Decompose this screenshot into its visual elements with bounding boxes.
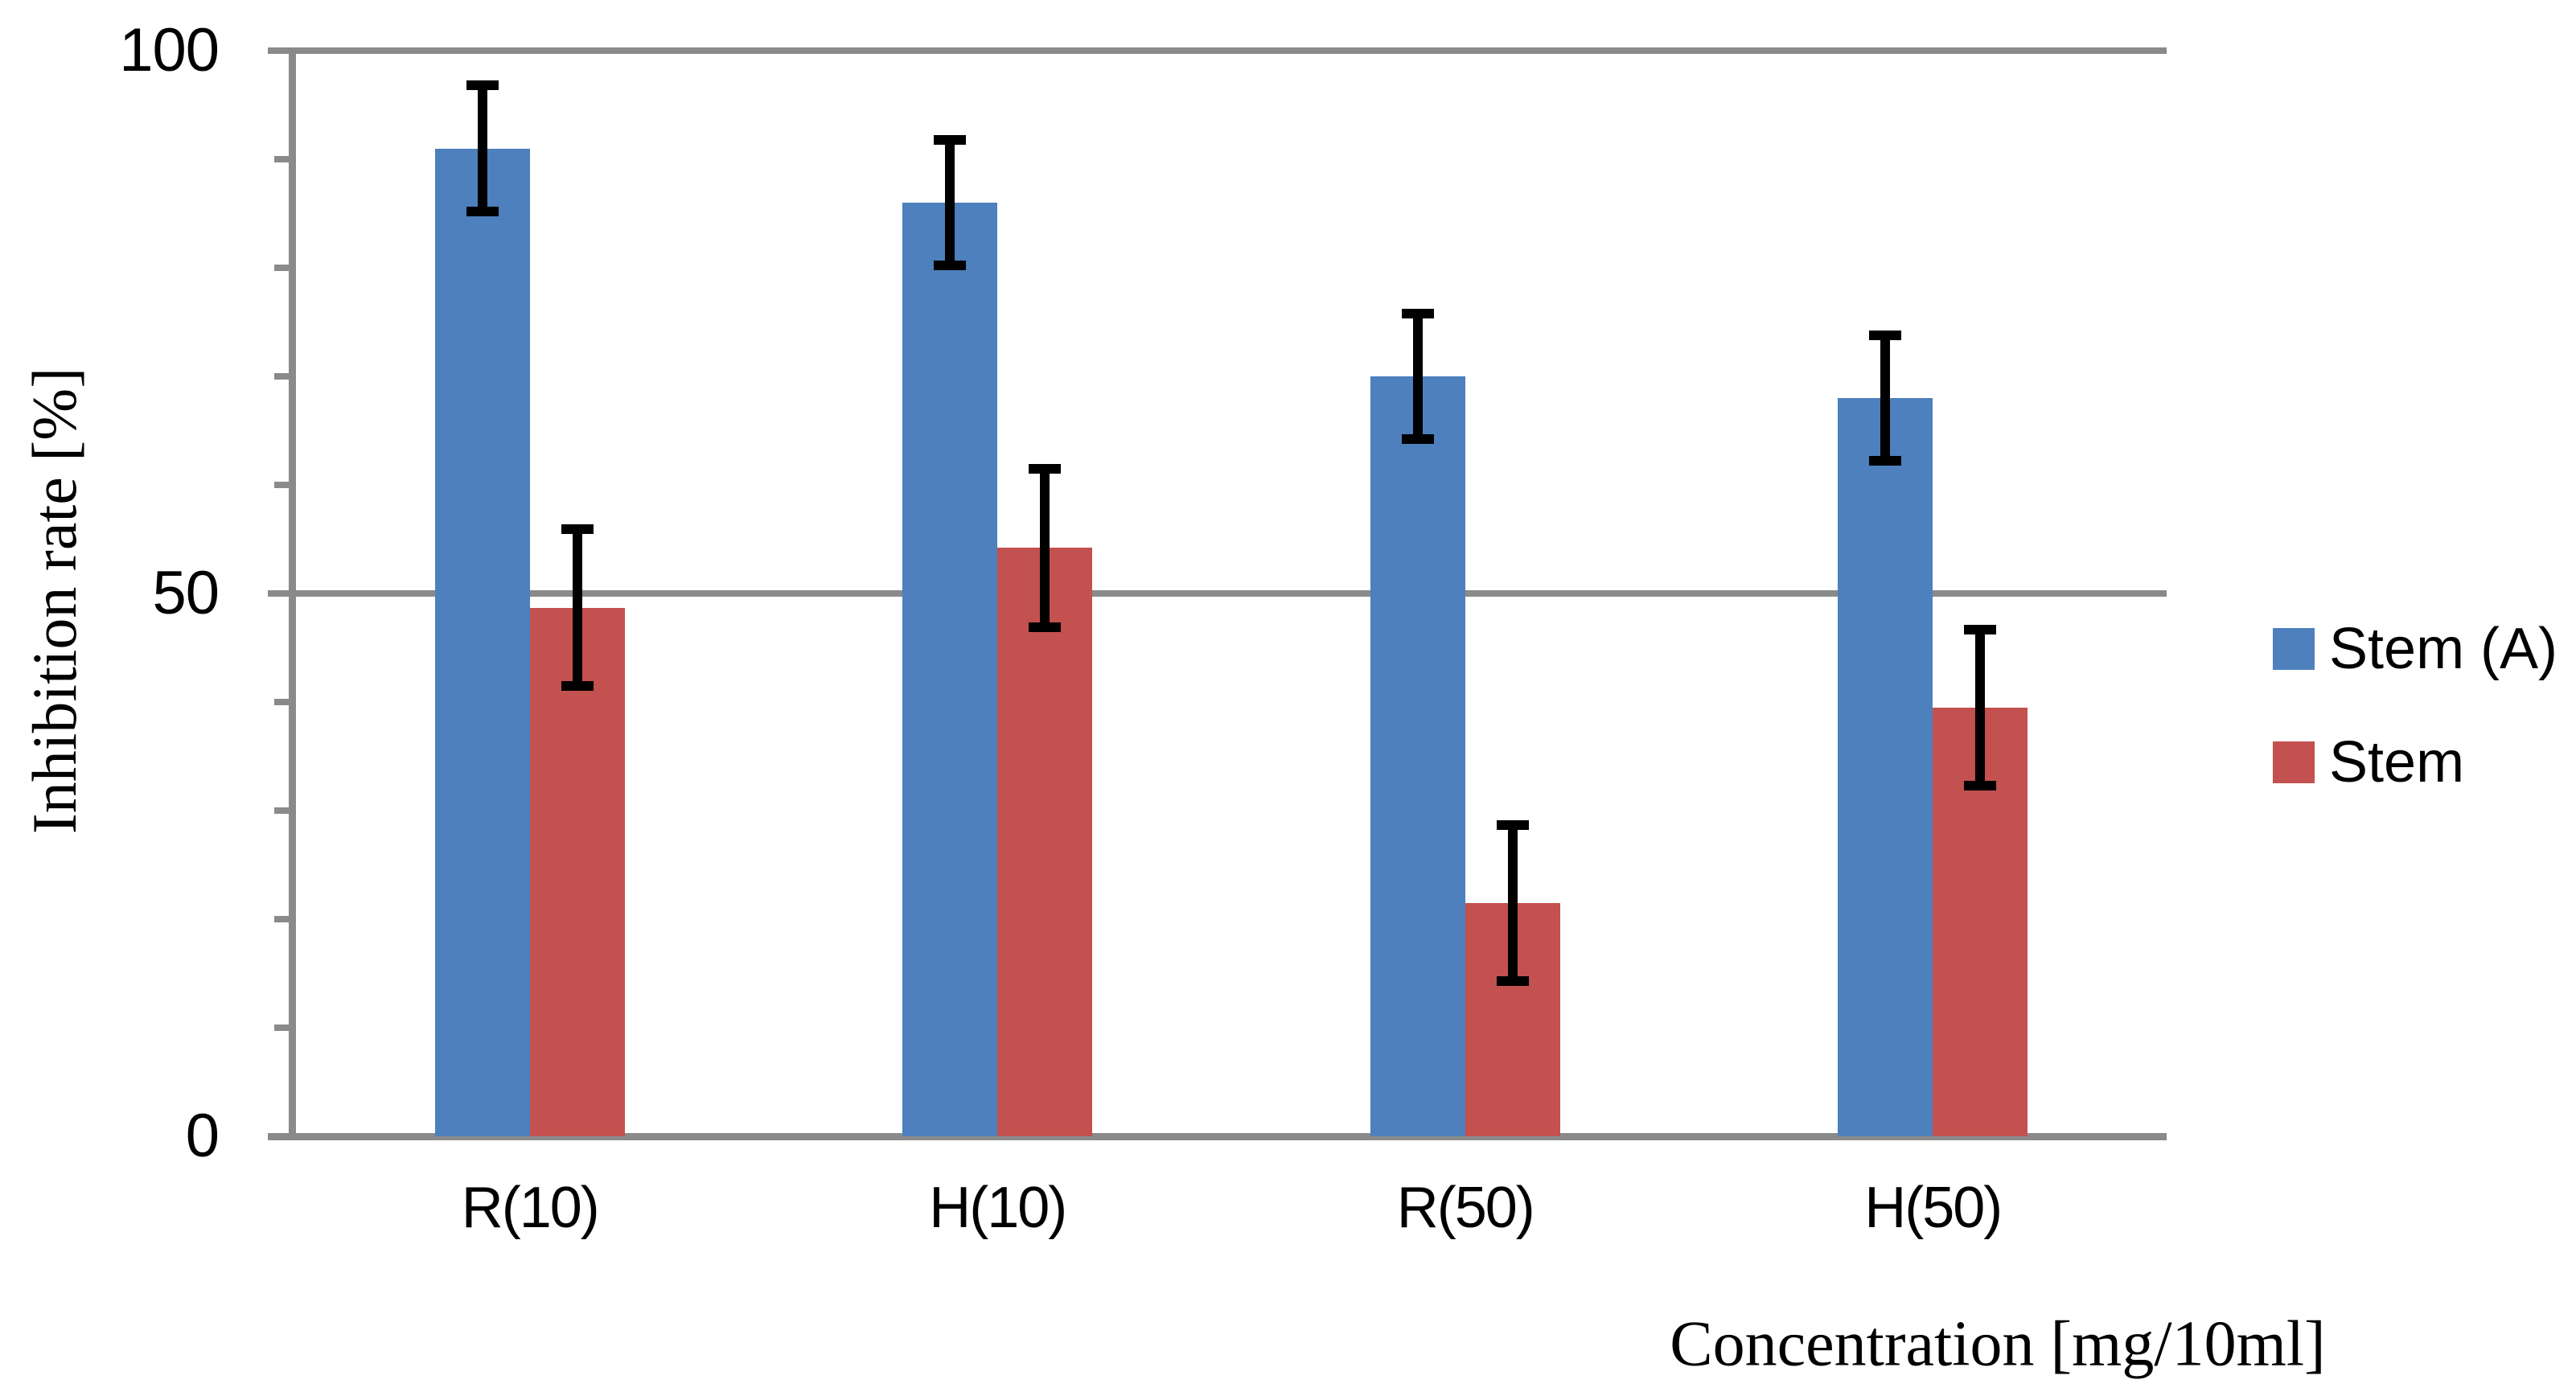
x-tick-label-H(10): H(10) <box>929 1176 1067 1240</box>
bar-stem-a-H(10) <box>902 203 998 1136</box>
bar-stem-a-H(50) <box>1838 398 1933 1136</box>
bar-stem-a-R(10) <box>434 148 530 1136</box>
error-bar-cap-top <box>1964 624 1997 634</box>
error-bar-cap-top <box>934 134 967 145</box>
error-bar-cap-bottom <box>1869 456 1902 466</box>
error-bar-cap-top <box>1401 308 1434 318</box>
error-bar <box>1507 824 1518 981</box>
y-axis-minor-tick <box>274 916 289 922</box>
error-bar-cap-bottom <box>466 206 499 216</box>
error-bar-cap-top <box>1029 463 1062 474</box>
y-tick-label: 100 <box>119 16 220 84</box>
error-bar <box>1880 335 1891 462</box>
error-bar <box>1975 629 1986 786</box>
bar-stem-H(10) <box>997 548 1093 1136</box>
y-axis-minor-tick <box>274 699 289 705</box>
x-tick-label-H(50): H(50) <box>1864 1176 2003 1240</box>
error-bar <box>1412 313 1423 440</box>
error-bar-cap-bottom <box>1496 975 1529 986</box>
error-bar <box>572 529 582 686</box>
x-axis-title: Concentration [mg/10ml] <box>1670 1308 2326 1380</box>
error-bar <box>945 139 955 266</box>
bar-stem-a-R(50) <box>1370 376 1465 1136</box>
y-tick-label: 0 <box>185 1102 220 1170</box>
y-tick-label: 50 <box>152 559 220 627</box>
x-tick-label-R(50): R(50) <box>1396 1176 1535 1240</box>
error-bar-cap-bottom <box>1029 622 1062 632</box>
error-bar-cap-bottom <box>561 680 594 691</box>
y-axis-minor-tick <box>274 807 289 814</box>
error-bar-cap-bottom <box>934 261 967 271</box>
y-axis-minor-tick <box>274 1024 289 1031</box>
error-bar <box>1040 468 1050 627</box>
y-axis-title: Inhibition rate [%] <box>19 367 89 835</box>
x-axis-line <box>268 1132 2167 1140</box>
y-axis-minor-tick <box>274 373 289 380</box>
major-gridline <box>268 47 2167 54</box>
legend-label-stem: Stem <box>2329 730 2465 795</box>
legend-item-stem-a: Stem (A) <box>2273 620 2558 678</box>
error-bar-cap-bottom <box>1964 780 1997 790</box>
error-bar-cap-top <box>1869 330 1902 340</box>
bar-stem-R(10) <box>529 607 625 1136</box>
error-bar-cap-top <box>561 524 594 535</box>
legend-swatch-stem <box>2273 741 2315 783</box>
error-bar <box>477 85 487 211</box>
legend-label-stem-a: Stem (A) <box>2329 617 2558 681</box>
error-bar-cap-top <box>466 80 499 91</box>
y-axis-line <box>289 51 296 1136</box>
legend-swatch-stem-a <box>2273 628 2315 670</box>
error-bar-cap-top <box>1496 819 1529 830</box>
error-bar-cap-bottom <box>1401 434 1434 445</box>
major-gridline <box>268 590 2167 597</box>
y-axis-minor-tick <box>274 265 289 271</box>
x-tick-label-R(10): R(10) <box>461 1176 600 1240</box>
y-axis-minor-tick <box>274 482 289 488</box>
y-axis-minor-tick <box>274 156 289 162</box>
legend-item-stem: Stem <box>2273 733 2464 791</box>
